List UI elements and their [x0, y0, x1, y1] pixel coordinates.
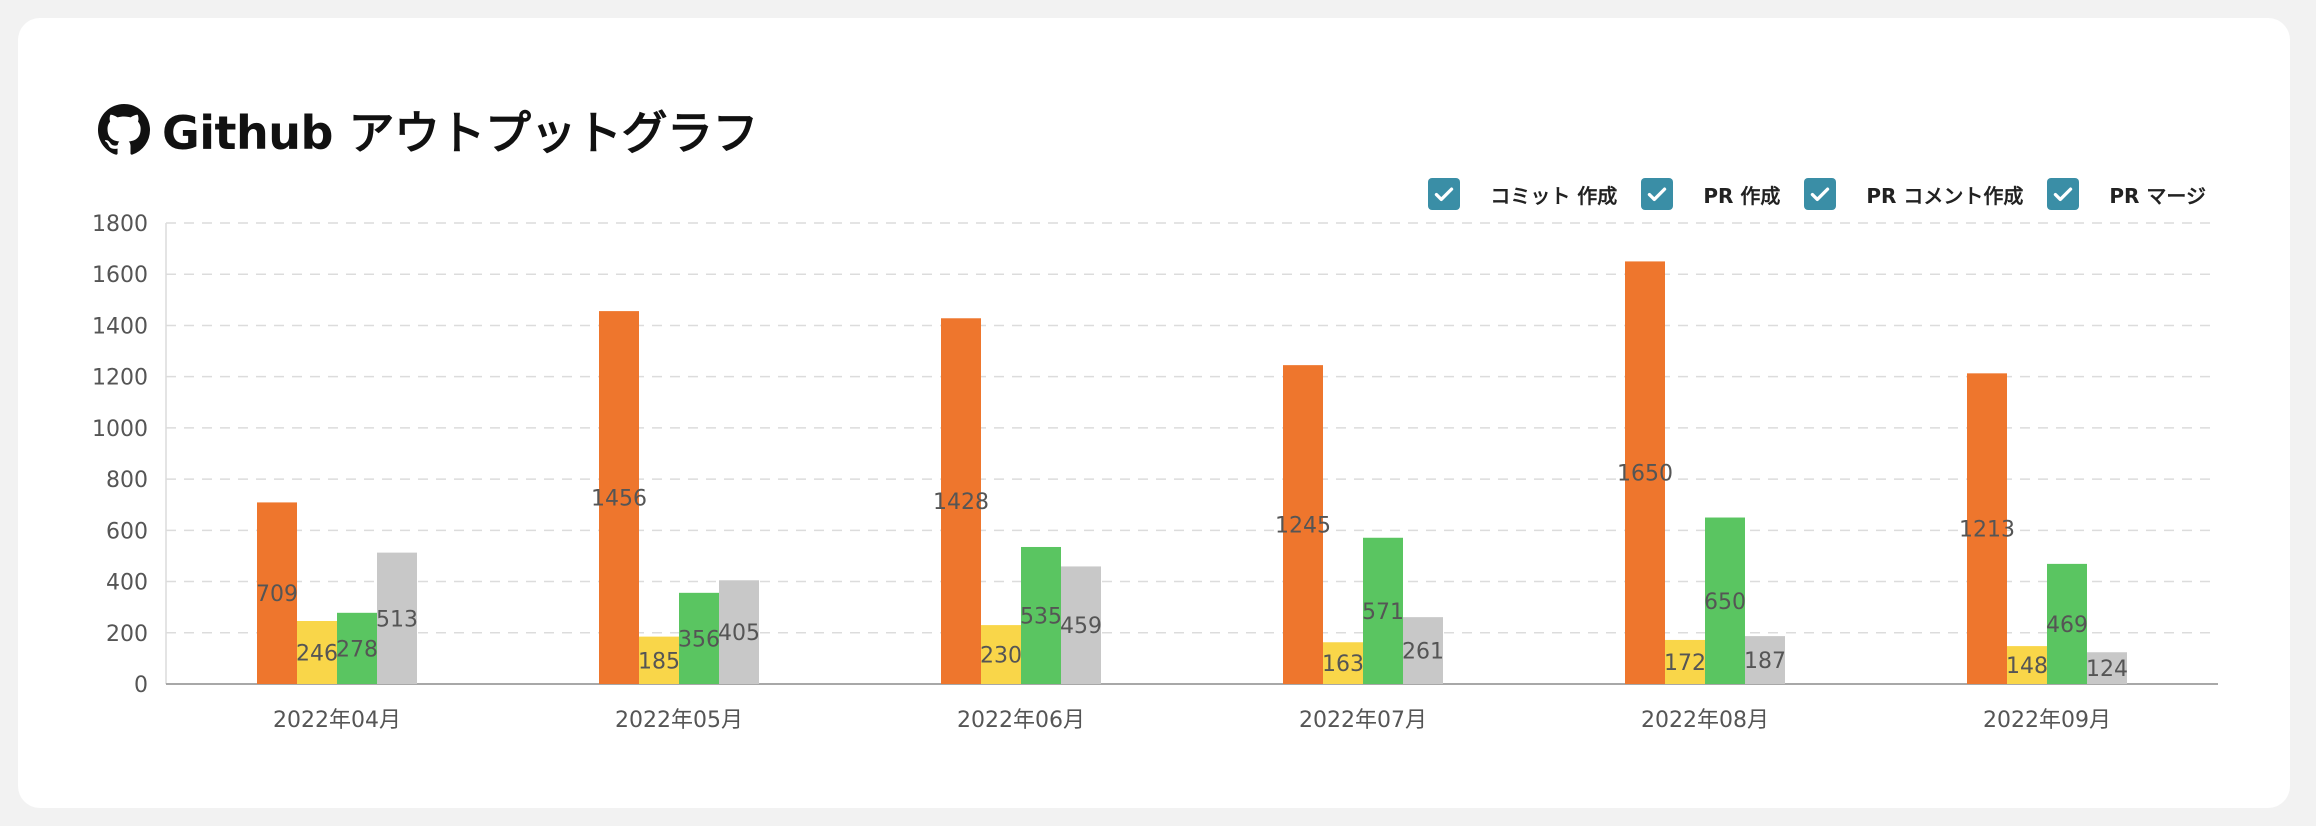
bar — [1061, 566, 1101, 684]
header: Github アウトプットグラフ — [98, 98, 758, 162]
y-tick-label: 600 — [106, 519, 148, 544]
legend-item-pr-comment[interactable]: PR コメント作成 — [1804, 178, 2023, 210]
checkbox-pr-create[interactable] — [1641, 178, 1674, 210]
bar — [1625, 261, 1665, 684]
y-tick-label: 800 — [106, 468, 148, 493]
bar — [599, 311, 639, 684]
data-label: 1456 — [591, 487, 647, 512]
legend-label-commit: コミット 作成 — [1490, 183, 1618, 208]
y-tick-label: 1000 — [92, 417, 148, 442]
data-label: 650 — [1704, 590, 1746, 615]
x-tick-label: 2022年05月 — [615, 708, 743, 733]
data-label: 148 — [2006, 654, 2048, 679]
page-title: Github アウトプットグラフ — [162, 106, 758, 160]
bar — [1363, 537, 1403, 684]
checkmark-icon — [2054, 187, 2073, 202]
y-tick-label: 1200 — [92, 366, 148, 391]
x-tick-label: 2022年06月 — [957, 708, 1085, 733]
x-tick-label: 2022年07月 — [1299, 708, 1427, 733]
bar — [1283, 365, 1323, 684]
data-label: 261 — [1402, 640, 1444, 665]
bar — [297, 620, 337, 684]
data-label: 356 — [678, 627, 720, 652]
data-label: 1428 — [933, 490, 989, 515]
bar — [1705, 517, 1745, 684]
data-label: 124 — [2086, 657, 2128, 682]
x-tick-label: 2022年09月 — [1983, 708, 2111, 733]
y-tick-label: 1800 — [92, 212, 148, 237]
legend-item-commit[interactable]: コミット 作成 — [1428, 178, 1617, 210]
y-tick-label: 400 — [106, 571, 148, 596]
data-label: 571 — [1362, 600, 1404, 625]
bar — [1665, 639, 1705, 684]
bar — [639, 636, 679, 684]
data-label: 172 — [1664, 651, 1706, 676]
checkbox-pr-comment[interactable] — [1804, 178, 1837, 210]
checkmark-icon — [1811, 187, 1830, 202]
bar — [941, 318, 981, 684]
checkmark-icon — [1435, 187, 1454, 202]
bar — [1745, 636, 1785, 684]
data-label: 246 — [296, 641, 338, 666]
data-label: 187 — [1744, 649, 1786, 674]
bar — [719, 580, 759, 684]
y-tick-label: 0 — [134, 673, 148, 698]
bar — [337, 612, 377, 684]
legend: コミット 作成 PR 作成 PR コメント作成 PR マージ — [1404, 178, 2206, 210]
bar — [2007, 646, 2047, 684]
data-label: 1650 — [1617, 462, 1673, 487]
data-label: 185 — [638, 649, 680, 674]
bar — [1323, 642, 1363, 684]
legend-label-pr-comment: PR コメント作成 — [1866, 183, 2024, 208]
bar — [257, 502, 297, 684]
data-label: 278 — [336, 637, 378, 662]
data-label: 163 — [1322, 652, 1364, 677]
x-tick-label: 2022年04月 — [273, 708, 401, 733]
data-label: 405 — [718, 621, 760, 646]
y-tick-label: 200 — [106, 622, 148, 647]
bar — [981, 625, 1021, 684]
checkbox-pr-merge[interactable] — [2047, 178, 2080, 210]
legend-item-pr-create[interactable]: PR 作成 — [1641, 178, 1780, 210]
checkbox-commit[interactable] — [1428, 178, 1461, 210]
data-label: 513 — [376, 607, 418, 632]
bar — [2087, 652, 2127, 684]
data-label: 709 — [256, 582, 298, 607]
bar — [679, 592, 719, 684]
data-label: 1213 — [1959, 518, 2015, 543]
checkmark-icon — [1648, 187, 1667, 202]
data-label: 535 — [1020, 604, 1062, 629]
legend-label-pr-merge: PR マージ — [2109, 183, 2206, 208]
legend-item-pr-merge[interactable]: PR マージ — [2047, 178, 2206, 210]
y-tick-label: 1600 — [92, 263, 148, 288]
bar — [1021, 546, 1061, 684]
data-label: 1245 — [1275, 514, 1331, 539]
data-label: 469 — [2046, 613, 2088, 638]
data-label: 230 — [980, 644, 1022, 669]
bar — [1967, 373, 2007, 684]
bar — [377, 552, 417, 684]
x-tick-label: 2022年08月 — [1641, 708, 1769, 733]
legend-label-pr-create: PR 作成 — [1703, 183, 1781, 208]
bar — [2047, 563, 2087, 684]
bar — [1403, 617, 1443, 684]
github-icon — [98, 104, 150, 156]
y-tick-label: 1400 — [92, 314, 148, 339]
data-label: 459 — [1060, 614, 1102, 639]
